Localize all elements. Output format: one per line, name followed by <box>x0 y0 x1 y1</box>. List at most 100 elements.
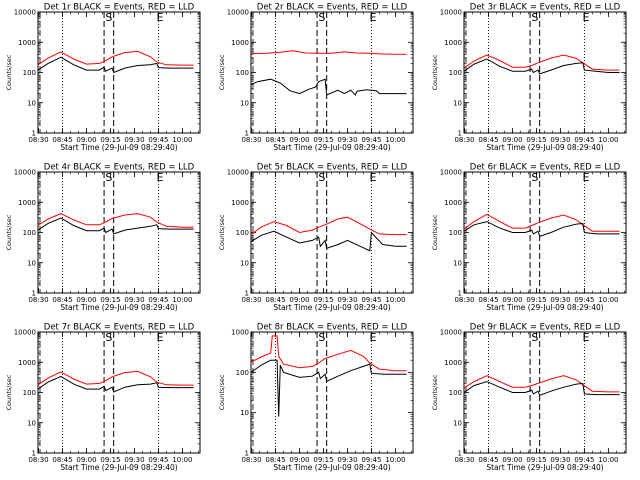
plot-panel: Det 7r BLACK = Events, RED = LLD 1 10 100 10… <box>5 323 201 472</box>
y-tick-label: 10 <box>453 99 462 107</box>
y-axis-label: Counts/sec <box>218 214 226 250</box>
series-line-black <box>463 381 620 397</box>
y-tick-label: 100 <box>23 69 36 77</box>
y-tick-label: 1000 <box>18 199 36 207</box>
y-tick-label: 1000 <box>18 39 36 47</box>
series-line-black <box>250 359 407 417</box>
y-tick-label: 10000 <box>440 329 462 337</box>
x-axis-label: Start Time (29-Jul-09 08:29:40) <box>273 143 390 152</box>
y-tick-label: 10000 <box>14 9 36 17</box>
y-tick-label: 10 <box>27 419 36 427</box>
x-tick-label: 08:45 <box>52 136 72 144</box>
marker-label: E <box>370 331 377 344</box>
y-tick-label: 1 <box>245 450 249 458</box>
y-axis-label: Counts/sec <box>5 374 13 410</box>
x-axis-label: Start Time (29-Jul-09 08:29:40) <box>273 303 390 312</box>
x-tick-label: 08:30 <box>28 296 48 304</box>
y-tick-label: 100 <box>449 229 462 237</box>
y-tick-label: 10 <box>240 259 249 267</box>
x-tick-label: 09:45 <box>148 296 168 304</box>
plot-title: Det 5r BLACK = Events, RED = LLD <box>257 163 408 173</box>
x-tick-label: 08:45 <box>52 296 72 304</box>
y-tick-label: 10000 <box>440 9 462 17</box>
y-tick-label: 100 <box>236 229 249 237</box>
x-tick-label: 08:45 <box>478 136 498 144</box>
series-line-red <box>250 50 407 55</box>
marker-label: S <box>105 171 112 184</box>
x-tick-label: 09:00 <box>502 296 522 304</box>
y-tick-label: 100 <box>236 69 249 77</box>
x-tick-label: 08:30 <box>28 136 48 144</box>
x-tick-label: 10:00 <box>172 456 192 464</box>
x-tick-label: 10:00 <box>598 456 618 464</box>
series-line-black <box>250 230 407 252</box>
x-tick-label: 09:15 <box>313 136 333 144</box>
y-tick-label: 100 <box>23 389 36 397</box>
series-line-black <box>463 221 620 237</box>
series-line-red <box>463 213 620 232</box>
y-tick-label: 1000 <box>231 329 249 337</box>
x-axis-label: Start Time (29-Jul-09 08:29:40) <box>486 463 603 472</box>
x-tick-label: 08:45 <box>478 296 498 304</box>
x-tick-label: 10:00 <box>385 136 405 144</box>
y-tick-label: 10 <box>240 409 249 417</box>
x-tick-label: 09:45 <box>574 296 594 304</box>
y-tick-label: 1 <box>32 130 36 138</box>
x-tick-label: 10:00 <box>598 296 618 304</box>
x-tick-label: 10:00 <box>385 296 405 304</box>
marker-label: E <box>157 11 164 24</box>
y-tick-label: 10 <box>240 99 249 107</box>
marker-label: E <box>583 11 590 24</box>
plot-title: Det 4r BLACK = Events, RED = LLD <box>44 163 195 173</box>
marker-label: E <box>583 331 590 344</box>
plot-panel: Det 9r BLACK = Events, RED = LLD 1 10 100 10… <box>431 323 627 472</box>
y-tick-label: 10000 <box>14 169 36 177</box>
series-line-black <box>37 56 194 74</box>
x-tick-label: 08:30 <box>454 296 474 304</box>
x-tick-label: 09:15 <box>526 456 546 464</box>
x-tick-label: 09:30 <box>550 296 570 304</box>
x-tick-label: 08:30 <box>454 136 474 144</box>
x-tick-label: 09:15 <box>100 456 120 464</box>
x-tick-label: 09:15 <box>526 136 546 144</box>
series-line-black <box>37 217 194 235</box>
plot-panel: Det 8r BLACK = Events, RED = LLD 1 10 100 10… <box>218 323 414 472</box>
y-axis-label: Counts/sec <box>218 54 226 90</box>
x-tick-label: 09:00 <box>289 456 309 464</box>
x-tick-label: 09:45 <box>361 136 381 144</box>
y-tick-label: 100 <box>449 69 462 77</box>
x-tick-label: 08:30 <box>241 296 261 304</box>
series-line-black <box>37 375 194 393</box>
x-tick-label: 09:15 <box>526 296 546 304</box>
y-tick-label: 1 <box>458 450 462 458</box>
x-tick-label: 09:15 <box>313 456 333 464</box>
plot-title: Det 1r BLACK = Events, RED = LLD <box>44 3 195 13</box>
x-tick-label: 09:15 <box>100 296 120 304</box>
marker-label: S <box>531 11 538 24</box>
x-tick-label: 09:45 <box>148 456 168 464</box>
y-tick-label: 10000 <box>227 9 249 17</box>
series-line-red <box>37 50 194 66</box>
x-tick-label: 09:45 <box>574 456 594 464</box>
x-tick-label: 09:00 <box>76 456 96 464</box>
y-axis-label: Counts/sec <box>5 54 13 90</box>
x-tick-label: 08:45 <box>265 136 285 144</box>
x-axis-label: Start Time (29-Jul-09 08:29:40) <box>60 143 177 152</box>
y-axis-label: Counts/sec <box>431 214 439 250</box>
x-axis-label: Start Time (29-Jul-09 08:29:40) <box>486 303 603 312</box>
x-tick-label: 08:30 <box>28 456 48 464</box>
y-axis-label: Counts/sec <box>5 214 13 250</box>
x-tick-label: 09:00 <box>289 136 309 144</box>
x-tick-label: 10:00 <box>172 136 192 144</box>
series-line-red <box>37 213 194 228</box>
marker-label: S <box>105 331 112 344</box>
y-tick-label: 10 <box>27 259 36 267</box>
y-tick-label: 1 <box>32 450 36 458</box>
marker-label: S <box>531 171 538 184</box>
x-tick-label: 08:45 <box>265 456 285 464</box>
marker-label: E <box>583 171 590 184</box>
y-tick-label: 100 <box>449 389 462 397</box>
y-tick-label: 10000 <box>227 169 249 177</box>
y-tick-label: 1000 <box>444 199 462 207</box>
y-axis-label: Counts/sec <box>431 54 439 90</box>
